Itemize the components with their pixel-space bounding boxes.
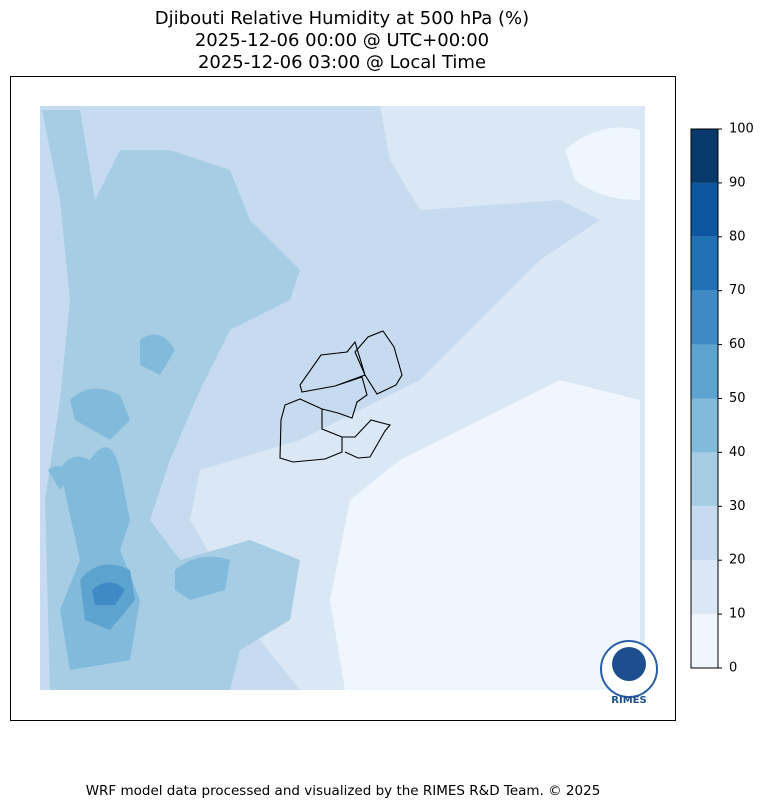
colorbar-tick-label: 10 [729, 607, 746, 622]
footer: WRF model data processed and visualized … [86, 783, 601, 799]
logo: RIMES [600, 640, 658, 706]
map: RIMES [10, 76, 676, 721]
logo-emblem [612, 647, 646, 681]
humidity-field [48, 334, 175, 490]
colorbar-segment [691, 182, 718, 237]
colorbar-segment [691, 506, 718, 561]
colorbar-tick-label: 30 [729, 499, 746, 514]
colorbar-tick-label: 50 [729, 391, 746, 406]
colorbar-tick-label: 20 [729, 553, 746, 568]
humidity-field [565, 127, 640, 200]
colorbar-segment [691, 129, 718, 183]
colorbar-tick-label: 60 [729, 337, 746, 352]
colorbar-tick-label: 80 [729, 229, 746, 244]
humidity-field [330, 380, 640, 690]
title-line: 2025-12-06 00:00 @ UTC+00:00 [195, 30, 489, 51]
logo-text: RIMES [611, 695, 646, 706]
map-frame [10, 76, 676, 721]
colorbar-tick-label: 90 [729, 175, 746, 190]
colorbar-segment [691, 290, 718, 345]
colorbar: 0 10 20 30 40 50 60 70 80 90 100 [690, 122, 754, 676]
humidity-field [92, 582, 125, 605]
colorbar-tick-label: 40 [729, 445, 746, 460]
colorbar-segment [691, 452, 718, 507]
colorbar-segment [691, 398, 718, 453]
colorbar-tick-label: 0 [729, 661, 737, 676]
title-line: Djibouti Relative Humidity at 500 hPa (%… [155, 8, 529, 29]
border [279, 330, 403, 463]
title-line: 2025-12-06 03:00 @ Local Time [198, 52, 486, 73]
humidity-field [175, 556, 230, 600]
colorbar-tick-label: 70 [729, 283, 746, 298]
colorbar-tick-label: 100 [729, 122, 754, 137]
colorbar-segment [691, 344, 718, 399]
colorbar-segment [691, 614, 718, 668]
colorbar-segment [691, 236, 718, 291]
colorbar-segment [691, 560, 718, 615]
